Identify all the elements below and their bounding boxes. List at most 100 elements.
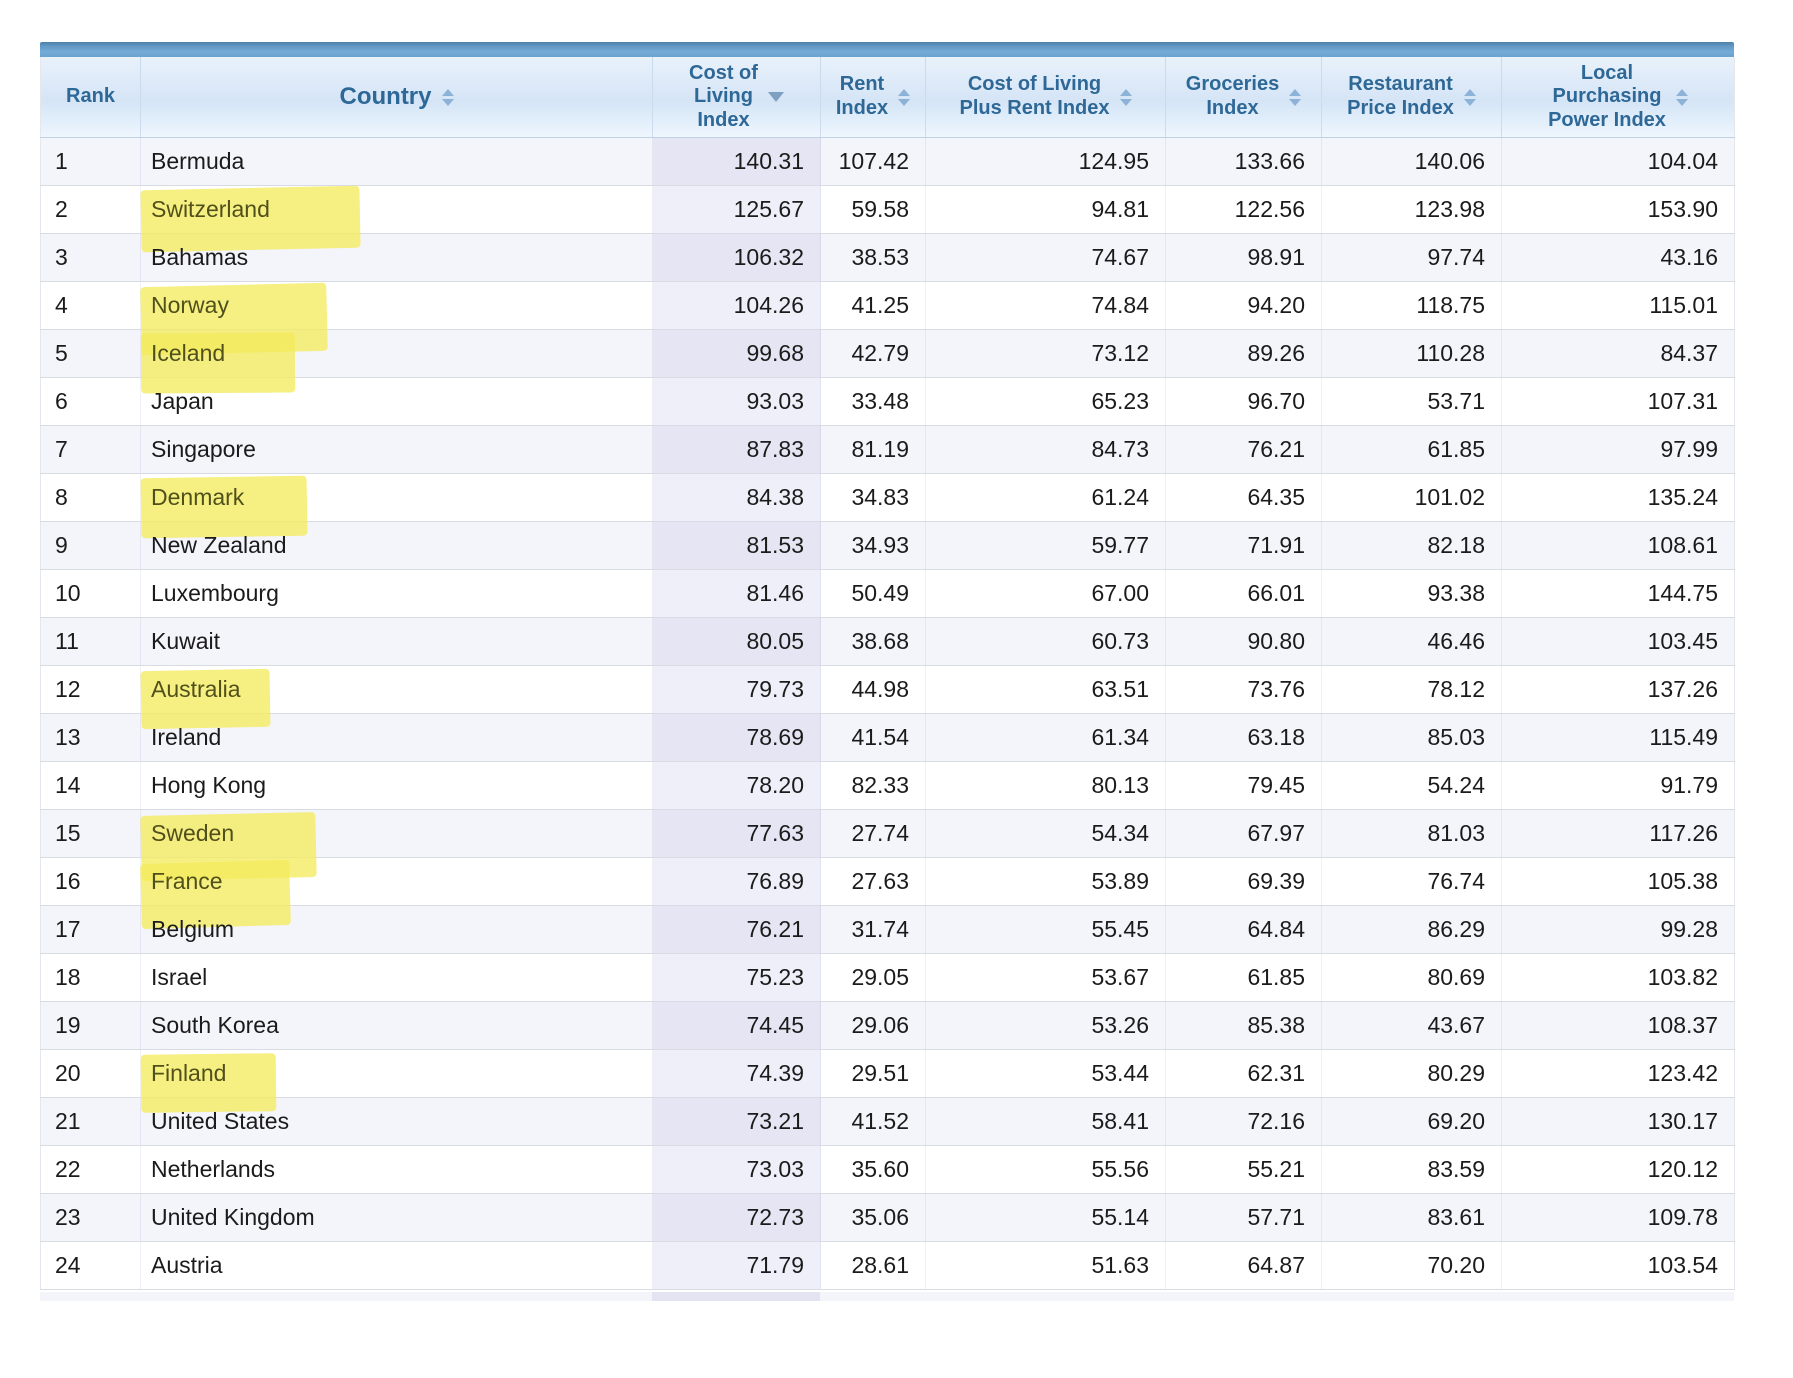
- table-row: 15 Sweden 77.63 27.74 54.34 67.97 81.03 117.26: [40, 809, 1735, 881]
- value-cell-col_plus_rent: 63.51: [925, 665, 1166, 714]
- column-header-col_plus_rent[interactable]: Cost of Living Plus Rent Index: [925, 57, 1166, 138]
- value-cell-groceries: 55.21: [1165, 1145, 1322, 1194]
- value-cell-cost_of_living: 104.26: [652, 281, 821, 330]
- value-cell-restaurant: 118.75: [1321, 281, 1502, 330]
- value-cell-restaurant: 140.06: [1321, 137, 1502, 186]
- country-name: Hong Kong: [151, 772, 267, 798]
- country-cell: Denmark: [140, 473, 653, 539]
- rank-cell: 19: [40, 1001, 141, 1050]
- country-cell: Bermuda: [140, 137, 653, 186]
- country-name: Switzerland: [151, 196, 270, 222]
- country-cell: Hong Kong: [140, 761, 653, 810]
- value-cell-rent: 59.58: [820, 185, 926, 234]
- value-cell-col_plus_rent: 84.73: [925, 425, 1166, 474]
- value-cell-cost_of_living: 99.68: [652, 329, 821, 378]
- table-row: 12 Australia 79.73 44.98 63.51 73.76 78.12 137.…: [40, 665, 1735, 730]
- value-cell-cost_of_living: 93.03: [652, 377, 821, 426]
- value-cell-groceries: 90.80: [1165, 617, 1322, 666]
- value-cell-purchasing_power: 108.37: [1501, 1001, 1735, 1050]
- value-cell-rent: 34.83: [820, 473, 926, 522]
- column-header-label: Cost of Living Index: [689, 61, 758, 131]
- country-cell: Iceland: [140, 329, 653, 394]
- sort-descending-icon: [767, 92, 784, 102]
- table-row: 17 Belgium 76.21 31.74 55.45 64.84 86.29 99.28: [40, 905, 1735, 954]
- value-cell-col_plus_rent: 55.45: [925, 905, 1166, 954]
- value-cell-groceries: 66.01: [1165, 569, 1322, 618]
- value-cell-cost_of_living: 78.69: [652, 713, 821, 762]
- value-cell-col_plus_rent: 65.23: [925, 377, 1166, 426]
- value-cell-rent: 29.06: [820, 1001, 926, 1050]
- value-cell-cost_of_living: 73.03: [652, 1145, 821, 1194]
- country-name: Ireland: [151, 724, 222, 750]
- country-name: Belgium: [151, 916, 235, 942]
- value-cell-restaurant: 93.38: [1321, 569, 1502, 618]
- value-cell-purchasing_power: 108.61: [1501, 521, 1735, 570]
- country-name: United States: [151, 1108, 290, 1134]
- sort-both-icon: [1289, 88, 1302, 106]
- table-row: 11 Kuwait 80.05 38.68 60.73 90.80 46.46 103.45: [40, 617, 1735, 666]
- value-cell-col_plus_rent: 124.95: [925, 137, 1166, 186]
- value-cell-col_plus_rent: 53.67: [925, 953, 1166, 1002]
- column-header-rent[interactable]: Rent Index: [820, 57, 926, 138]
- value-cell-purchasing_power: 97.99: [1501, 425, 1735, 474]
- table-row: 20 Finland 74.39 29.51 53.44 62.31 80.29 123.42: [40, 1049, 1735, 1113]
- rank-cell: 18: [40, 953, 141, 1002]
- country-name: Denmark: [151, 484, 245, 510]
- rank-cell: 17: [40, 905, 141, 954]
- value-cell-groceries: 61.85: [1165, 953, 1322, 1002]
- value-cell-restaurant: 81.03: [1321, 809, 1502, 858]
- table-row: 9 New Zealand 81.53 34.93 59.77 71.91 82.18 108…: [40, 521, 1735, 570]
- table-row: 14 Hong Kong 78.20 82.33 80.13 79.45 54.24 91.7…: [40, 761, 1735, 810]
- value-cell-col_plus_rent: 94.81: [925, 185, 1166, 234]
- rank-cell: 3: [40, 233, 141, 282]
- value-cell-restaurant: 82.18: [1321, 521, 1502, 570]
- value-cell-groceries: 67.97: [1165, 809, 1322, 858]
- value-cell-purchasing_power: 103.82: [1501, 953, 1735, 1002]
- column-header-restaurant[interactable]: Restaurant Price Index: [1321, 57, 1502, 138]
- value-cell-cost_of_living: 74.39: [652, 1049, 821, 1098]
- rank-cell: 13: [40, 713, 141, 762]
- value-cell-purchasing_power: 117.26: [1501, 809, 1735, 858]
- value-cell-groceries: 79.45: [1165, 761, 1322, 810]
- value-cell-cost_of_living: 76.21: [652, 905, 821, 954]
- sort-both-icon: [898, 88, 911, 106]
- value-cell-restaurant: 97.74: [1321, 233, 1502, 282]
- value-cell-groceries: 69.39: [1165, 857, 1322, 906]
- table-row: 3 Bahamas 106.32 38.53 74.67 98.91 97.74 43.16: [40, 233, 1735, 282]
- value-cell-purchasing_power: 123.42: [1501, 1049, 1735, 1098]
- value-cell-groceries: 72.16: [1165, 1097, 1322, 1146]
- rank-cell: 7: [40, 425, 141, 474]
- value-cell-rent: 35.60: [820, 1145, 926, 1194]
- table-row: 8 Denmark 84.38 34.83 61.24 64.35 101.02 135.24: [40, 473, 1735, 539]
- value-cell-rent: 41.52: [820, 1097, 926, 1146]
- column-header-groceries[interactable]: Groceries Index: [1165, 57, 1322, 138]
- column-header-purchasing_power[interactable]: Local Purchasing Power Index: [1501, 57, 1735, 138]
- value-cell-rent: 107.42: [820, 137, 926, 186]
- value-cell-cost_of_living: 74.45: [652, 1001, 821, 1050]
- partial-next-row: [40, 1292, 1734, 1301]
- value-cell-rent: 34.93: [820, 521, 926, 570]
- value-cell-cost_of_living: 125.67: [652, 185, 821, 234]
- rank-cell: 10: [40, 569, 141, 618]
- value-cell-groceries: 64.84: [1165, 905, 1322, 954]
- value-cell-rent: 44.98: [820, 665, 926, 714]
- value-cell-rent: 82.33: [820, 761, 926, 810]
- column-header-cost_of_living[interactable]: Cost of Living Index: [652, 57, 821, 138]
- value-cell-restaurant: 86.29: [1321, 905, 1502, 954]
- value-cell-col_plus_rent: 61.34: [925, 713, 1166, 762]
- column-header-country[interactable]: Country: [140, 57, 653, 138]
- value-cell-groceries: 98.91: [1165, 233, 1322, 282]
- value-cell-col_plus_rent: 59.77: [925, 521, 1166, 570]
- cost-of-living-table: Rank Country Cost of Living Index Rent Inde…: [40, 57, 1735, 1290]
- value-cell-purchasing_power: 137.26: [1501, 665, 1735, 714]
- value-cell-purchasing_power: 109.78: [1501, 1193, 1735, 1242]
- value-cell-col_plus_rent: 53.89: [925, 857, 1166, 906]
- rank-cell: 15: [40, 809, 141, 858]
- value-cell-col_plus_rent: 53.26: [925, 1001, 1166, 1050]
- value-cell-purchasing_power: 105.38: [1501, 857, 1735, 906]
- country-cell: France: [140, 857, 653, 930]
- value-cell-cost_of_living: 140.31: [652, 137, 821, 186]
- country-cell: Belgium: [140, 905, 653, 954]
- country-name: Singapore: [151, 436, 256, 462]
